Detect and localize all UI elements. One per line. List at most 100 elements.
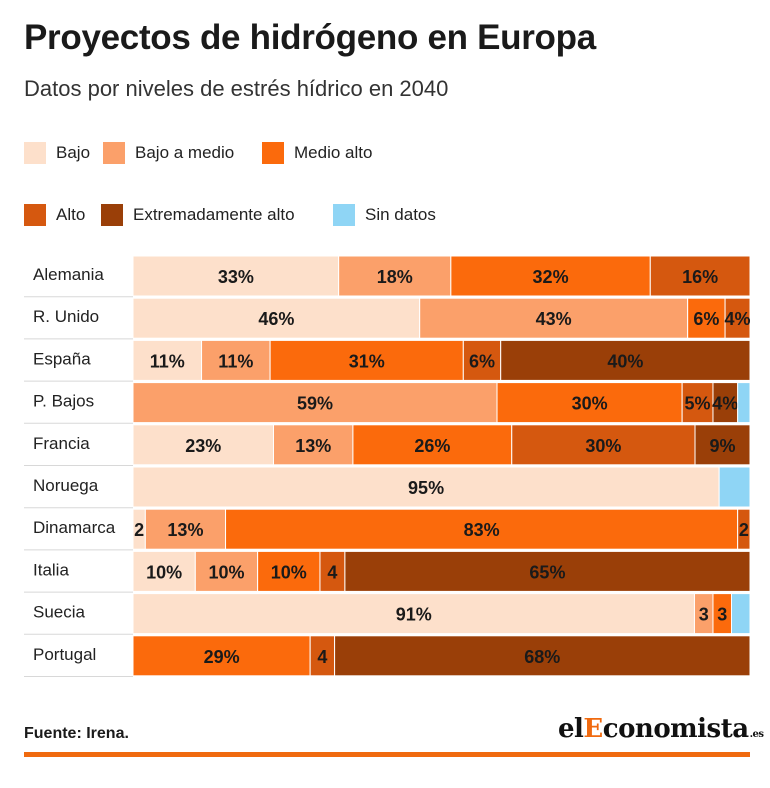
legend-swatch-bajo (24, 142, 46, 164)
bottom-rule (24, 752, 750, 757)
logo-rest: conomista (602, 714, 749, 744)
bar-row-espana: España 11% 11% 31% 6% 40% (24, 339, 750, 382)
data-label: 5% (685, 394, 711, 414)
legend-item-sin-datos: Sin datos (333, 204, 436, 226)
bar-segment-alto (462, 339, 502, 381)
data-label: 16% (682, 267, 718, 287)
bar-segment-bajo (132, 593, 695, 635)
data-label: 10% (208, 562, 244, 582)
category-label: Noruega (33, 476, 99, 495)
data-label: 10% (271, 562, 307, 582)
bar-row-p-bajos: P. Bajos 59% 30% 5% 4% (24, 382, 750, 424)
logo-suffix: .es (749, 729, 764, 740)
legend-swatch-sin-datos (333, 204, 355, 226)
bar-segment-medio-alto (132, 635, 311, 677)
bar-segment-bajo-a-medio (132, 382, 498, 424)
bar-segment-bajo (132, 255, 340, 297)
bar-segment-extremadamente-alto (334, 635, 750, 677)
bar-row-dinamarca: Dinamarca 2 13% 83% 2 (24, 508, 750, 551)
data-label: 3 (699, 605, 709, 625)
legend-label-bajo: Bajo (56, 143, 91, 162)
legend-swatch-alto (24, 204, 46, 226)
data-label: 11% (218, 351, 253, 371)
bar-segment-sin-datos (730, 593, 750, 635)
logo-prefix: el (558, 714, 584, 744)
bar-segment-bajo-a-medio (338, 255, 452, 297)
data-label: 4% (725, 309, 750, 329)
data-label: 68% (524, 647, 560, 667)
data-label: 13% (167, 520, 203, 540)
data-label: 65% (529, 562, 565, 582)
data-label: 40% (607, 351, 643, 371)
source-note: Fuente: Irena. (24, 725, 129, 742)
bar-segment-bajo-a-medio (273, 424, 354, 466)
logo-accent: E (583, 714, 603, 744)
legend-item-extremadamente-alto: Extremadamente alto (101, 204, 295, 226)
data-label: 31% (349, 351, 385, 371)
bar-segment-alto (511, 424, 696, 466)
bar-segment-bajo (132, 339, 203, 381)
data-label: 4 (317, 647, 327, 667)
bar-segment-extremadamente-alto (500, 339, 750, 381)
data-label: 6% (693, 309, 719, 329)
bar-segment-bajo (132, 466, 720, 508)
data-label: 2 (739, 520, 749, 540)
bar-segment-medio-alto (269, 339, 464, 381)
bar-segment-bajo (132, 550, 196, 592)
bar-segment-extremadamente-alto (712, 382, 739, 424)
bar-segment-medio-alto (225, 508, 739, 550)
legend-swatch-medio-alto (262, 142, 284, 164)
data-label: 29% (204, 647, 240, 667)
data-label: 59% (297, 394, 333, 414)
data-label: 3 (717, 605, 727, 625)
data-label: 83% (464, 520, 500, 540)
category-label: R. Unido (33, 307, 99, 326)
bar-row-francia: Francia 23% 13% 26% 30% 9% (24, 424, 750, 466)
data-label: 10% (146, 562, 182, 582)
bar-segment-medio-alto (257, 550, 321, 592)
data-label: 23% (185, 436, 221, 456)
legend-swatch-bajo-a-medio (103, 142, 125, 164)
category-label: Francia (33, 434, 90, 453)
bar-segment-medio-alto (496, 382, 683, 424)
category-label: Suecia (33, 603, 86, 622)
legend-label-alto: Alto (56, 205, 86, 224)
category-label: Italia (33, 560, 69, 579)
bar-segment-bajo-a-medio (419, 297, 689, 339)
data-label: 4 (327, 562, 337, 582)
data-label: 95% (408, 478, 444, 498)
stacked-bar-chart: Alemania 33% 18% 32% 16%R. Unido 46% 43% 6% 4%Es… (24, 255, 750, 677)
data-label: 6% (469, 351, 495, 371)
data-label: 33% (218, 267, 254, 287)
bar-segment-medio-alto (450, 255, 651, 297)
bar-segment-bajo-a-medio (201, 339, 271, 381)
data-label: 46% (258, 309, 294, 329)
chart-title: Proyectos de hidrógeno en Europa (24, 18, 596, 57)
bar-row-r-unido: R. Unido 46% 43% 6% 4% (24, 297, 750, 340)
legend-item-alto: Alto (24, 204, 85, 226)
bar-segment-sin-datos (737, 382, 750, 424)
bar-segment-extremadamente-alto (344, 550, 750, 592)
legend-item-bajo: Bajo (24, 142, 90, 164)
data-label: 11% (150, 351, 185, 371)
bar-row-italia: Italia 10% 10% 10% 4 65% (24, 550, 750, 593)
legend-swatch-extremadamente-alto (101, 204, 123, 226)
bar-segment-medio-alto (352, 424, 513, 466)
bar-row-alemania: Alemania 33% 18% 32% 16% (24, 255, 750, 298)
legend-label-extremadamente-alto: Extremadamente alto (133, 205, 295, 224)
bar-row-portugal: Portugal 29% 4 68% (24, 635, 750, 677)
data-label: 26% (414, 436, 450, 456)
bar-segment-bajo (132, 424, 275, 466)
legend-label-bajo-a-medio: Bajo a medio (135, 143, 235, 162)
data-label: 32% (533, 267, 569, 287)
data-label: 18% (377, 267, 413, 287)
data-label: 13% (295, 436, 331, 456)
legend-item-bajo-a-medio: Bajo a medio (103, 142, 234, 164)
chart-subtitle: Datos por niveles de estrés hídrico en 2… (24, 76, 449, 101)
data-label: 30% (572, 394, 608, 414)
data-label: 9% (710, 436, 736, 456)
category-label: España (33, 349, 91, 368)
bar-segment-bajo-a-medio (194, 550, 259, 592)
legend-label-medio-alto: Medio alto (294, 143, 373, 162)
bar-segment-sin-datos (718, 466, 750, 508)
